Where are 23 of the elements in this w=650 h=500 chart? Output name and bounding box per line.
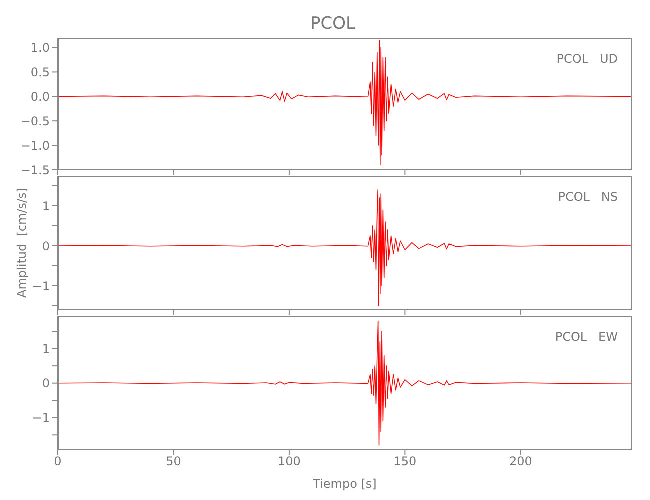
y-axis-title: Amplitud [cm/s/s] <box>15 188 29 298</box>
y-tick-label: 1 <box>42 342 50 356</box>
y-tick-label: 1 <box>42 199 50 214</box>
annotation: PCOL EW <box>555 330 618 344</box>
annotation: PCOL UD <box>556 52 618 66</box>
x-tick-label: 50 <box>166 454 182 469</box>
y-tick-label: −1 <box>32 279 50 294</box>
y-tick-label: 0 <box>42 376 50 391</box>
y-tick-label: −0.5 <box>20 114 50 128</box>
y-tick-label: 0.0 <box>30 90 50 104</box>
y-tick-label: 0.5 <box>30 65 50 80</box>
y-tick-label: 1.0 <box>30 41 50 56</box>
chart-title: PCOL <box>310 14 356 34</box>
x-axis-title: Tiempo [s] <box>312 477 377 491</box>
y-tick-label: −1 <box>32 411 50 426</box>
x-tick-label: 150 <box>394 454 417 469</box>
x-tick-label: 200 <box>509 454 532 469</box>
annotation: PCOL NS <box>558 190 618 204</box>
y-tick-label: 0 <box>42 239 50 254</box>
x-tick-label: 0 <box>54 454 62 469</box>
y-tick-label: −1.5 <box>20 163 50 178</box>
x-tick-label: 100 <box>278 454 301 469</box>
y-tick-label: −1.0 <box>20 138 50 153</box>
